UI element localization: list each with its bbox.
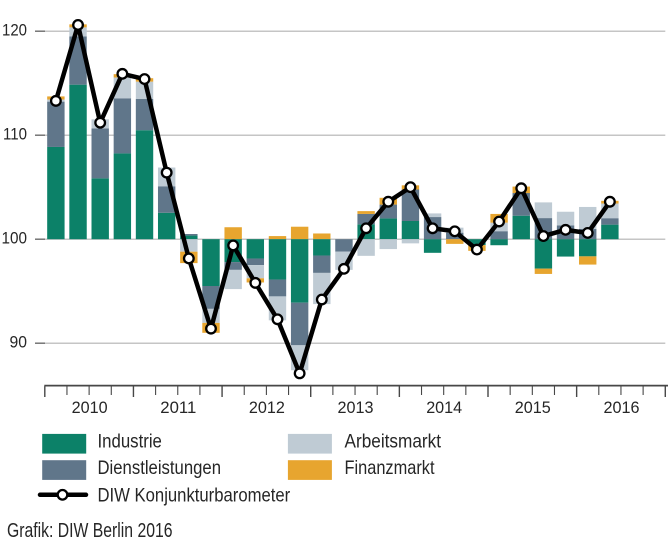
- svg-text:Industrie: Industrie: [98, 431, 162, 453]
- svg-text:120: 120: [2, 21, 27, 40]
- svg-text:2012: 2012: [249, 398, 285, 417]
- svg-text:2015: 2015: [515, 398, 551, 417]
- svg-text:Arbeitsmarkt: Arbeitsmarkt: [345, 431, 442, 453]
- svg-text:DIW Konjunkturbarometer: DIW Konjunkturbarometer: [98, 484, 291, 506]
- svg-text:Dienstleistungen: Dienstleistungen: [98, 457, 222, 479]
- svg-text:90: 90: [10, 333, 28, 352]
- svg-text:Finanzmarkt: Finanzmarkt: [345, 457, 435, 479]
- svg-text:2013: 2013: [338, 398, 374, 417]
- svg-text:100: 100: [2, 229, 28, 248]
- svg-text:Grafik: DIW Berlin 2016: Grafik: DIW Berlin 2016: [7, 519, 173, 542]
- svg-text:2010: 2010: [72, 398, 108, 417]
- svg-text:2014: 2014: [426, 398, 462, 417]
- svg-text:2011: 2011: [160, 398, 196, 417]
- svg-text:110: 110: [3, 125, 27, 144]
- svg-text:2016: 2016: [604, 398, 640, 417]
